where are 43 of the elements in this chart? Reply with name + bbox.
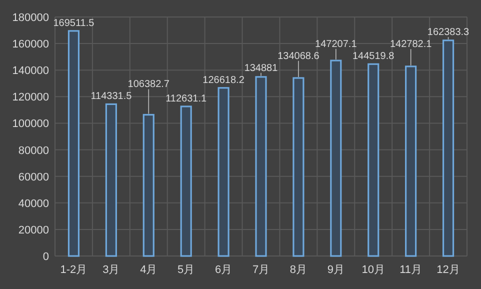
x-tick-label: 1-2月 bbox=[60, 264, 88, 276]
x-tick-label: 9月 bbox=[327, 264, 344, 276]
x-tick-label: 8月 bbox=[290, 264, 308, 276]
x-tick-label: 5月 bbox=[178, 264, 195, 276]
data-label: 112631.1 bbox=[166, 93, 208, 104]
y-tick-label: 140000 bbox=[12, 65, 49, 78]
y-tick-label: 60000 bbox=[18, 171, 49, 184]
x-tick-label: 3月 bbox=[102, 264, 120, 276]
x-tick-label: 12月 bbox=[436, 264, 460, 276]
x-tick-label: 6月 bbox=[214, 264, 232, 276]
y-tick-label: 0 bbox=[42, 251, 49, 263]
data-label: 114331.5 bbox=[90, 91, 132, 102]
bar bbox=[330, 60, 342, 257]
data-label: 144519.8 bbox=[352, 51, 395, 62]
bar bbox=[68, 30, 80, 257]
data-label: 134881 bbox=[244, 62, 278, 74]
y-tick-label: 40000 bbox=[18, 198, 49, 210]
data-label: 134068.6 bbox=[278, 50, 320, 62]
data-label: 106382.7 bbox=[128, 79, 170, 90]
y-tick-label: 120000 bbox=[12, 92, 49, 104]
x-tick-label: 4月 bbox=[140, 264, 158, 276]
bar bbox=[442, 40, 454, 257]
bar bbox=[180, 106, 192, 257]
bar bbox=[142, 114, 154, 257]
y-tick-label: 80000 bbox=[18, 144, 49, 157]
data-label: 169511.5 bbox=[53, 18, 95, 29]
bar bbox=[292, 77, 304, 257]
data-label: 162383.3 bbox=[427, 27, 470, 38]
bar bbox=[405, 66, 417, 257]
y-tick-label: 100000 bbox=[12, 118, 49, 130]
data-label: 142782.1 bbox=[390, 39, 432, 50]
y-tick-label: 20000 bbox=[18, 224, 49, 236]
bar bbox=[105, 103, 117, 257]
bar bbox=[218, 87, 230, 257]
bar bbox=[368, 63, 380, 257]
bar bbox=[255, 76, 267, 257]
x-tick-label: 7月 bbox=[252, 264, 270, 276]
y-tick-label: 160000 bbox=[12, 38, 49, 51]
x-tick-label: 10月 bbox=[362, 264, 385, 276]
y-tick-label: 180000 bbox=[12, 12, 49, 24]
x-tick-label: 11月 bbox=[400, 264, 422, 276]
data-label: 147207.1 bbox=[315, 38, 358, 50]
data-label: 126618.2 bbox=[202, 74, 245, 86]
